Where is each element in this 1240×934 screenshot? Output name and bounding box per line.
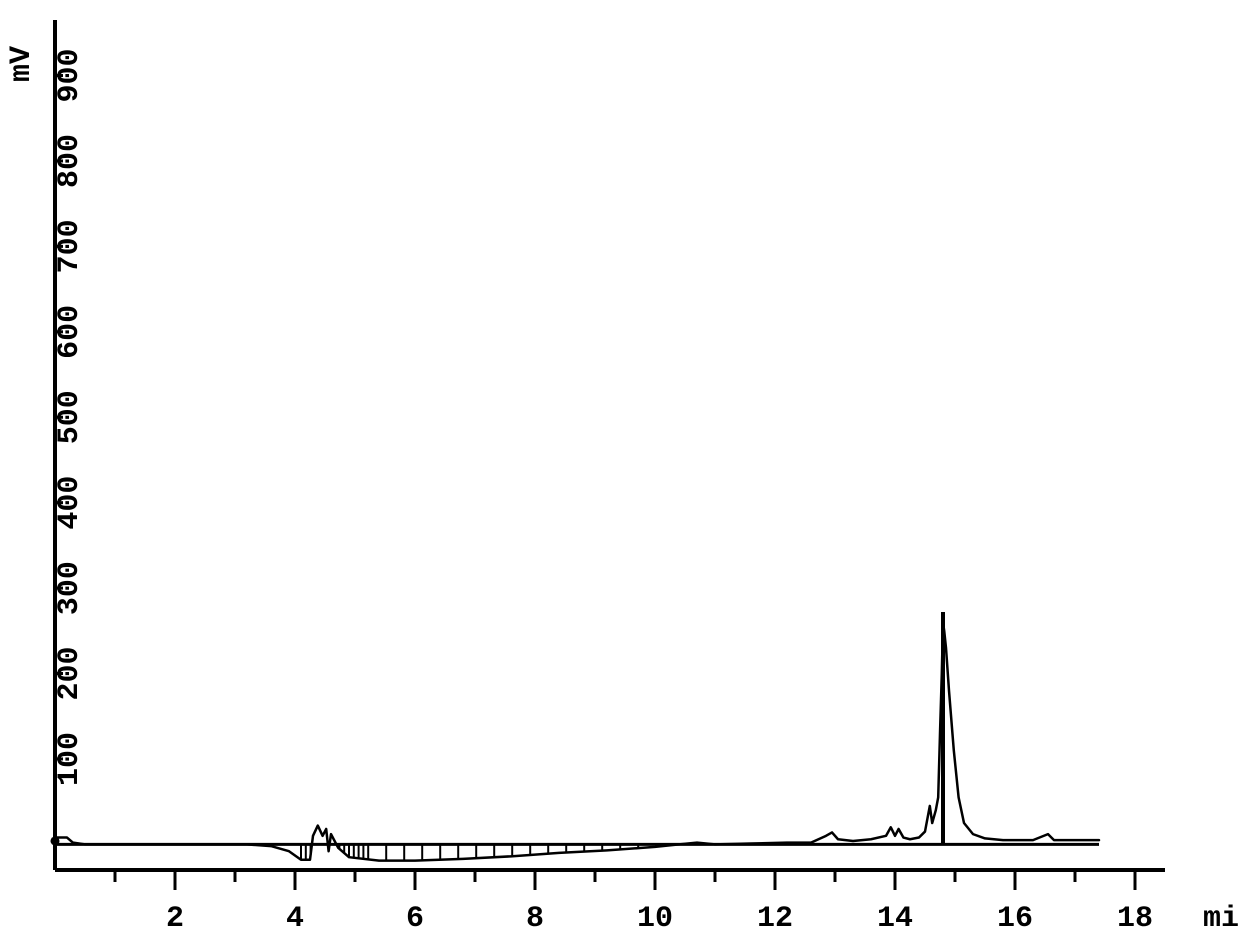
x-tick-label: 14 — [877, 902, 913, 934]
x-tick-label: 12 — [757, 902, 793, 934]
chart-canvas: 2 4 6 8 10 12 14 16 18 min 100 200 300 400 500 600 700 80… — [0, 0, 1240, 934]
y-tick-label: 400 — [53, 476, 87, 530]
x-tick-label: 2 — [166, 902, 184, 934]
y-tick-label: 200 — [53, 647, 87, 701]
y-tick-label: 500 — [53, 390, 87, 444]
x-axis-label: min — [1203, 902, 1240, 934]
y-ticks: 100 200 300 400 500 600 700 800 900 — [53, 49, 87, 786]
x-tick-label: 16 — [997, 902, 1033, 934]
chromatogram-svg: 2 4 6 8 10 12 14 16 18 min 100 200 300 400 500 600 700 80… — [0, 0, 1240, 934]
y-tick-label: 600 — [53, 305, 87, 359]
x-tick-label: 10 — [637, 902, 673, 934]
y-axis-label: mV — [5, 46, 39, 82]
y-tick-label: 100 — [53, 732, 87, 786]
x-tick-label: 6 — [406, 902, 424, 934]
y-tick-label: 900 — [53, 49, 87, 103]
y-tick-label: 700 — [53, 219, 87, 273]
x-tick-label: 8 — [526, 902, 544, 934]
y-tick-label: 300 — [53, 561, 87, 615]
x-tick-label: 18 — [1117, 902, 1153, 934]
x-tick-label: 4 — [286, 902, 304, 934]
y-tick-label: 800 — [53, 134, 87, 188]
